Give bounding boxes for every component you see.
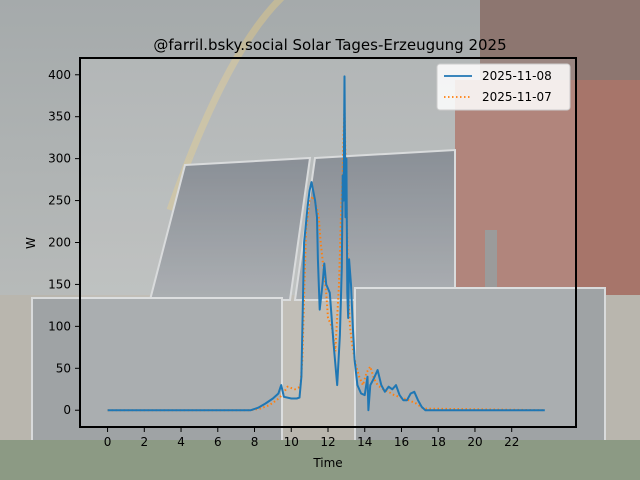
x-tick-label: 4 <box>177 435 185 449</box>
plot-area <box>80 58 576 427</box>
y-tick-label: 300 <box>48 152 71 166</box>
plot-background <box>80 58 576 427</box>
x-tick-label: 2 <box>140 435 148 449</box>
x-tick-label: 0 <box>104 435 112 449</box>
y-axis-ticks: 0 50 100 150 200 250 300 350 400 <box>48 68 80 417</box>
solar-panel-lower-right <box>354 287 606 447</box>
x-tick-label: 22 <box>504 435 519 449</box>
y-tick-label: 100 <box>48 319 71 333</box>
y-tick-label: 200 <box>48 236 71 250</box>
y-axis-label: W <box>24 237 38 249</box>
y-tick-label: 400 <box>48 68 71 82</box>
x-tick-label: 14 <box>357 435 372 449</box>
legend: 2025-11-08 2025-11-07 <box>436 63 571 111</box>
x-tick-label: 10 <box>284 435 299 449</box>
x-tick-label: 6 <box>214 435 222 449</box>
series-line-1 <box>107 75 545 412</box>
x-tick-label: 16 <box>394 435 409 449</box>
legend-label-series-1: 2025-11-08 <box>482 69 552 83</box>
x-axis-ticks: 0 2 4 6 8 10 12 14 16 18 20 22 <box>104 427 519 449</box>
grass <box>0 440 640 480</box>
x-tick-label: 8 <box>251 435 259 449</box>
y-tick-label: 150 <box>48 277 71 291</box>
y-tick-label: 350 <box>48 110 71 124</box>
y-tick-label: 250 <box>48 194 71 208</box>
y-tick-label: 0 <box>63 403 71 417</box>
x-axis-label: Time <box>312 456 342 470</box>
x-tick-label: 12 <box>320 435 335 449</box>
x-tick-label: 18 <box>431 435 446 449</box>
y-tick-label: 50 <box>56 361 71 375</box>
x-tick-label: 20 <box>467 435 482 449</box>
legend-label-series-2: 2025-11-07 <box>482 90 552 104</box>
chart-title: @farril.bsky.social Solar Tages-Erzeugun… <box>153 36 506 54</box>
solar-panel-upper-left <box>148 156 312 301</box>
